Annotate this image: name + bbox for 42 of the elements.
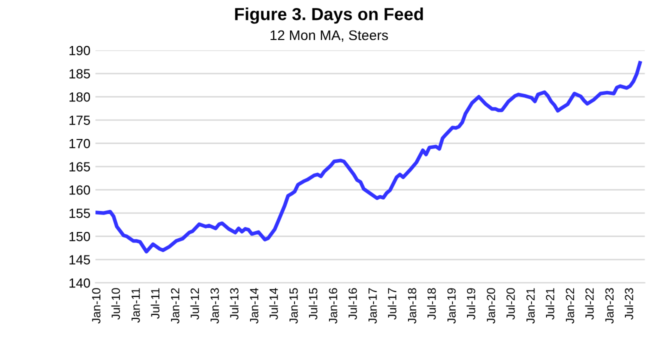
x-tick-label: Jan-17 (368, 288, 377, 324)
x-tick-label: Jan-13 (210, 288, 219, 324)
x-tick-label: Jan-15 (290, 288, 298, 324)
y-tick-label: 155 (70, 208, 90, 218)
x-tick-label: Jul-20 (506, 288, 515, 320)
x-tick-label: Jul-14 (269, 288, 278, 320)
y-tick-label: 190 (70, 46, 90, 56)
y-tick-label: 150 (70, 232, 90, 242)
x-tick-label: Jan-20 (486, 288, 496, 324)
x-tick-label: Jan-12 (170, 288, 180, 324)
x-tick-label: Jul-13 (230, 288, 238, 320)
x-tick-label: Jul-22 (585, 288, 594, 320)
x-tick-label: Jul-15 (308, 288, 318, 320)
y-tick-label: 185 (70, 69, 90, 78)
x-tick-label: Jul-10 (111, 288, 120, 320)
y-tick-label: 175 (70, 116, 90, 125)
x-tick-label: Jul-19 (466, 288, 476, 320)
x-tick-label: Jan-11 (132, 288, 140, 323)
x-tick-label: Jul-17 (388, 288, 396, 320)
x-tick-label: Jan-10 (92, 288, 100, 324)
chart-subtitle: 12 Mon MA, Steers (270, 30, 388, 42)
x-tick-label: Jan-23 (605, 288, 614, 324)
y-tick-label: 165 (70, 162, 90, 172)
x-tick-label: Jul-12 (190, 288, 199, 320)
x-tick-label: Jan-19 (447, 288, 456, 324)
y-tick-label: 160 (70, 185, 90, 195)
y-tick-label: 145 (70, 255, 90, 264)
x-tick-label: Jul-23 (624, 288, 634, 320)
line-series (95, 61, 642, 254)
y-tick-label: 140 (70, 278, 90, 288)
chart-title: Figure 3. Days on Feed (235, 7, 423, 24)
x-tick-label: Jul-16 (348, 288, 357, 320)
x-tick-label: Jan-14 (250, 288, 258, 324)
x-tick-label: Jul-11 (150, 288, 160, 319)
x-tick-label: Jul-21 (546, 288, 554, 320)
x-tick-label: Jul-18 (427, 288, 436, 320)
x-tick-label: Jan-16 (328, 288, 338, 324)
y-tick-label: 180 (70, 92, 90, 102)
y-tick-label: 170 (70, 138, 90, 148)
x-tick-label: Jan-21 (526, 288, 535, 324)
x-tick-label: Jan-18 (408, 288, 416, 324)
x-tick-label: Jan-22 (566, 288, 574, 324)
